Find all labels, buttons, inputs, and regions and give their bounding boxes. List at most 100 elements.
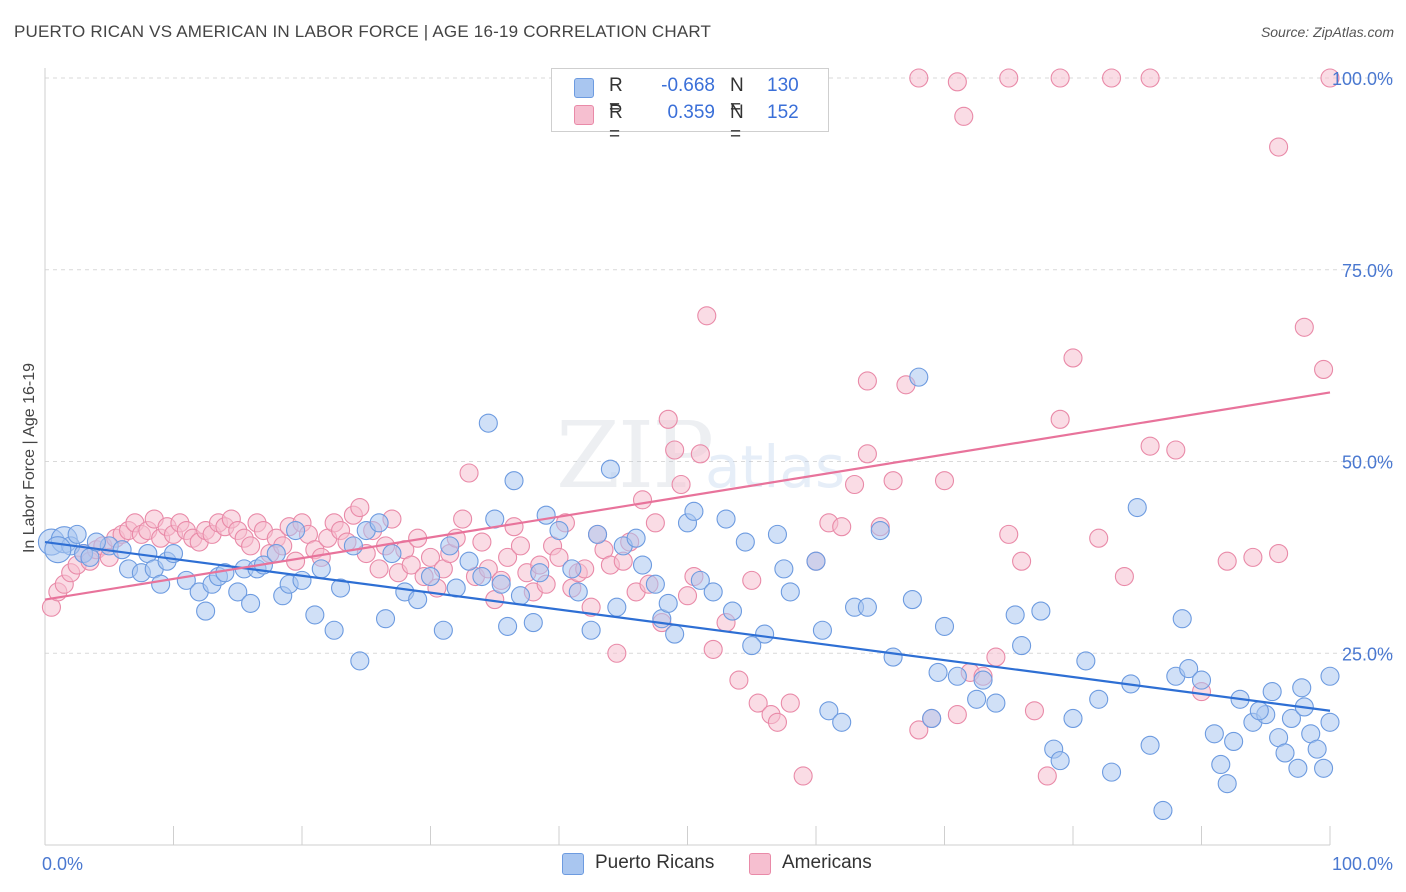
axes — [44, 68, 1331, 846]
tick-labels: 25.0% 50.0% 75.0% 100.0% 0.0% 100.0% — [42, 69, 1393, 874]
point-puerto-ricans — [330, 578, 351, 598]
x-tick-label: 100.0% — [1332, 854, 1393, 874]
y-tick-label: 100.0% — [1332, 69, 1393, 89]
point-puerto-ricans — [1292, 678, 1312, 698]
point-puerto-ricans — [228, 582, 248, 602]
point-americans — [1217, 551, 1237, 571]
point-puerto-ricans — [472, 566, 492, 587]
point-puerto-ricans — [549, 520, 569, 541]
point-puerto-ricans — [1281, 708, 1301, 728]
point-puerto-ricans — [780, 582, 800, 602]
point-puerto-ricans — [703, 582, 723, 602]
trend-line-americans — [44, 391, 1331, 601]
point-americans — [857, 371, 877, 391]
point-puerto-ricans — [343, 536, 363, 556]
point-puerto-ricans — [510, 586, 531, 606]
point-puerto-ricans — [973, 670, 993, 690]
point-puerto-ricans — [498, 616, 518, 636]
point-puerto-ricans — [716, 509, 736, 529]
point-puerto-ricans — [986, 693, 1006, 713]
point-americans — [832, 517, 852, 537]
point-americans — [1269, 137, 1289, 157]
point-americans — [1320, 68, 1340, 88]
point-americans — [510, 536, 531, 556]
point-americans — [986, 647, 1006, 667]
point-puerto-ricans — [44, 536, 72, 564]
point-puerto-ricans — [922, 708, 942, 728]
bottom-legend-swatch — [562, 853, 584, 875]
point-puerto-ricans — [1140, 735, 1160, 755]
y-tick-label: 50.0% — [1342, 453, 1393, 473]
point-americans — [677, 586, 698, 606]
point-puerto-ricans — [266, 543, 286, 564]
point-puerto-ricans — [1249, 701, 1269, 721]
point-americans — [369, 559, 389, 579]
point-americans — [459, 463, 479, 483]
point-puerto-ricans — [1307, 739, 1327, 759]
point-puerto-ricans — [1320, 666, 1340, 686]
point-puerto-ricans — [151, 574, 171, 594]
point-puerto-ricans — [902, 590, 922, 610]
point-puerto-ricans — [632, 555, 653, 575]
legend-box: R = -0.668 N = 130 R = 0.359 N = 152 — [551, 68, 829, 145]
point-puerto-ricans — [722, 601, 743, 621]
point-puerto-ricans — [806, 551, 826, 571]
bottom-legend-label: Puerto Ricans — [595, 852, 715, 873]
point-puerto-ricans — [774, 559, 794, 579]
point-americans — [1024, 701, 1044, 721]
point-americans — [909, 68, 929, 88]
point-americans — [1063, 348, 1083, 368]
point-puerto-ricans — [433, 620, 453, 640]
y-tick-label: 25.0% — [1342, 644, 1393, 664]
trend-lines — [44, 391, 1331, 712]
legend-r-label: R = — [609, 75, 623, 118]
point-puerto-ricans — [1211, 754, 1231, 775]
point-americans — [472, 532, 492, 552]
point-puerto-ricans — [1127, 497, 1147, 518]
legend-r-value: 0.359 — [667, 102, 715, 123]
point-puerto-ricans — [581, 620, 601, 640]
bottom-legend-swatch — [749, 853, 771, 875]
point-puerto-ricans — [767, 524, 788, 544]
point-puerto-ricans — [420, 566, 441, 587]
point-americans — [748, 693, 768, 713]
point-puerto-ricans — [857, 597, 877, 617]
point-americans — [767, 712, 788, 732]
point-puerto-ricans — [86, 532, 106, 552]
point-puerto-ricans — [587, 524, 608, 544]
point-americans — [947, 72, 967, 92]
legend-r-label: R = — [609, 102, 623, 145]
point-americans — [999, 68, 1019, 88]
point-americans — [883, 471, 903, 491]
point-puerto-ricans — [1224, 731, 1244, 752]
point-puerto-ricans — [305, 605, 325, 625]
point-americans — [947, 705, 967, 725]
x-tick-label: 0.0% — [42, 854, 83, 874]
legend-n-label: N = — [730, 102, 744, 145]
point-puerto-ricans — [1063, 708, 1083, 728]
point-puerto-ricans — [1031, 601, 1051, 621]
bottom-legend-label: Americans — [782, 852, 872, 873]
watermark-zip: ZIP — [556, 402, 712, 509]
point-americans — [729, 670, 749, 690]
point-puerto-ricans — [286, 520, 306, 541]
point-americans — [780, 693, 800, 713]
y-tick-label: 75.0% — [1342, 261, 1393, 281]
point-americans — [999, 524, 1019, 544]
point-americans — [401, 555, 421, 575]
point-puerto-ricans — [967, 689, 987, 709]
point-puerto-ricans — [832, 712, 852, 732]
point-americans — [1037, 766, 1057, 786]
point-puerto-ricans — [1191, 670, 1212, 690]
point-americans — [1089, 528, 1109, 548]
point-americans — [1243, 547, 1263, 567]
point-puerto-ricans — [665, 624, 685, 644]
point-puerto-ricans — [1012, 636, 1032, 656]
point-puerto-ricans — [375, 609, 396, 629]
legend-swatch-americans — [574, 105, 594, 125]
point-puerto-ricans — [478, 413, 498, 433]
point-puerto-ricans — [819, 701, 839, 721]
point-puerto-ricans — [684, 501, 704, 521]
legend-r-value: -0.668 — [661, 75, 715, 96]
